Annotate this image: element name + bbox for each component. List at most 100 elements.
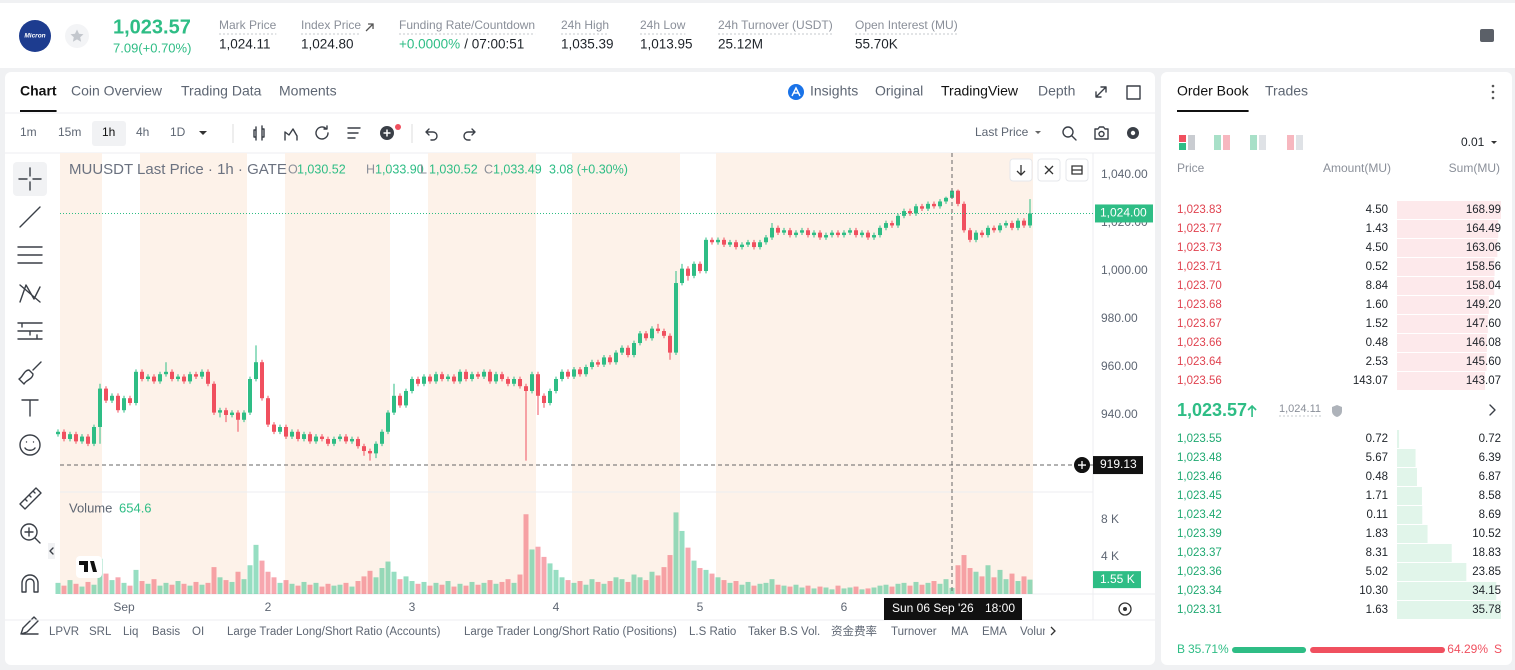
precision[interactable]: 0.01 — [1461, 135, 1485, 149]
brush-tool[interactable] — [18, 361, 42, 385]
tab[interactable]: Trading Data — [181, 83, 262, 99]
indicator-tab[interactable]: Volume — [1020, 626, 1058, 638]
ob-price[interactable]: 1,023.71 — [1177, 261, 1222, 273]
indicator-tab[interactable]: Liq — [123, 626, 138, 638]
layout-icon[interactable] — [1126, 85, 1141, 100]
interval[interactable]: 1h — [102, 125, 115, 139]
redo-icon[interactable] — [463, 128, 476, 141]
ob-price[interactable]: 1,023.66 — [1177, 337, 1222, 349]
ruler-tool[interactable] — [19, 487, 42, 510]
expand-icon[interactable] — [1095, 86, 1107, 98]
layout-bids-icon[interactable] — [1250, 135, 1257, 150]
fib-tool[interactable] — [17, 322, 43, 340]
indicator-tab[interactable]: EMA — [982, 626, 1007, 638]
compare-icon[interactable] — [315, 125, 329, 140]
volume-bar — [847, 587, 853, 594]
ob-last-price: 1,023.57 — [1177, 400, 1247, 420]
volume-bar — [295, 585, 301, 594]
ob-price[interactable]: 1,023.48 — [1177, 452, 1222, 464]
indicator-tab[interactable]: LPVR — [49, 626, 79, 638]
ob-price[interactable]: 1,023.73 — [1177, 242, 1222, 254]
ob-price[interactable]: 1,023.39 — [1177, 528, 1222, 540]
volume-bar — [511, 582, 517, 594]
ob-price[interactable]: 1,023.46 — [1177, 471, 1222, 483]
ob-price[interactable]: 1,023.56 — [1177, 375, 1222, 387]
dropdown-caret[interactable] — [1035, 131, 1041, 134]
ob-price[interactable]: 1,023.37 — [1177, 547, 1222, 559]
ob-price[interactable]: 1,023.42 — [1177, 509, 1222, 521]
indicator-tab[interactable]: MA — [951, 626, 969, 638]
candle-body — [662, 331, 666, 336]
magnet-tool[interactable] — [21, 574, 39, 593]
candle-body — [68, 434, 72, 439]
ob-tab[interactable]: Trades — [1265, 83, 1308, 99]
view-tab[interactable]: Insights — [810, 83, 858, 99]
ob-price[interactable]: 1,023.31 — [1177, 604, 1222, 616]
chart-button-icon — [1044, 165, 1054, 175]
ob-price[interactable]: 1,023.68 — [1177, 299, 1222, 311]
chevron-right[interactable] — [1489, 404, 1496, 416]
indicator-tab[interactable]: OI — [192, 626, 204, 638]
indicator-tab[interactable]: L.S Ratio — [689, 626, 736, 638]
indicator-tab[interactable]: Large Trader Long/Short Ratio (Accounts) — [227, 626, 441, 638]
tab[interactable]: Moments — [279, 83, 337, 99]
interval[interactable]: 15m — [58, 125, 81, 139]
tab[interactable]: Chart — [20, 83, 57, 99]
candle-body — [566, 371, 570, 377]
interval[interactable]: 1D — [170, 125, 186, 139]
price-source[interactable]: Last Price — [975, 125, 1029, 139]
ob-price[interactable]: 1,023.34 — [1177, 585, 1222, 597]
ob-amount: 143.07 — [1353, 375, 1388, 387]
ob-price[interactable]: 1,023.70 — [1177, 280, 1222, 292]
ob-price[interactable]: 1,023.45 — [1177, 490, 1222, 502]
indicator-tab[interactable]: Large Trader Long/Short Ratio (Positions… — [464, 626, 677, 638]
indicator-tab[interactable]: SRL — [89, 626, 112, 638]
indicator-tab[interactable]: 资金费率 — [831, 624, 877, 638]
ob-price[interactable]: 1,023.64 — [1177, 356, 1222, 368]
hline-tool[interactable] — [17, 246, 43, 264]
view-tab[interactable]: Original — [875, 83, 923, 99]
emoji-tool[interactable] — [19, 434, 41, 456]
ob-price[interactable]: 1,023.55 — [1177, 433, 1222, 445]
depth-bar — [1397, 544, 1452, 562]
dropdown-caret[interactable] — [1491, 141, 1497, 144]
ob-price[interactable]: 1,023.36 — [1177, 566, 1222, 578]
indicator-tab[interactable]: Taker B.S Vol. — [748, 626, 820, 638]
interval[interactable]: 4h — [136, 125, 149, 139]
candle-type-icon[interactable] — [253, 125, 265, 141]
search-icon[interactable] — [1062, 126, 1074, 138]
indicator-more[interactable] — [1050, 626, 1056, 636]
trendline-tool[interactable] — [19, 206, 41, 228]
zoom-tool[interactable] — [20, 523, 38, 541]
volume-bar — [889, 586, 895, 594]
text-tool[interactable] — [21, 399, 39, 417]
dropdown-caret[interactable] — [199, 131, 207, 135]
layout-icon[interactable] — [1214, 135, 1221, 150]
ob-tab[interactable]: Order Book — [1177, 83, 1250, 99]
crosshair-tool[interactable] — [18, 167, 42, 191]
camera-icon[interactable] — [1094, 126, 1109, 140]
layout-both-icon[interactable] — [1179, 135, 1186, 142]
ob-price[interactable]: 1,023.83 — [1177, 204, 1222, 216]
undo-icon[interactable] — [425, 128, 438, 141]
indicator-tab[interactable]: Turnover — [891, 626, 937, 638]
layout-asks-icon[interactable] — [1287, 135, 1294, 150]
indicator-tab[interactable]: Basis — [152, 626, 180, 638]
candle-body — [722, 239, 726, 245]
view-tab[interactable]: Depth — [1038, 83, 1075, 99]
indicator-icon[interactable] — [284, 128, 298, 141]
interval[interactable]: 1m — [20, 125, 37, 139]
settings-icon[interactable] — [1480, 29, 1494, 42]
volume-bar — [61, 585, 67, 594]
ob-price[interactable]: 1,023.67 — [1177, 318, 1222, 330]
menu-dot[interactable] — [1491, 84, 1495, 88]
pattern-tool[interactable] — [19, 284, 41, 303]
tab[interactable]: Coin Overview — [71, 83, 163, 99]
reset-icon[interactable] — [1118, 602, 1132, 616]
candle-body — [212, 383, 216, 413]
template-icon[interactable] — [347, 127, 361, 139]
ob-price[interactable]: 1,023.77 — [1177, 223, 1222, 235]
lock-tool[interactable] — [20, 616, 39, 635]
collapse-tab[interactable] — [48, 543, 55, 559]
view-tab[interactable]: TradingView — [941, 83, 1019, 99]
